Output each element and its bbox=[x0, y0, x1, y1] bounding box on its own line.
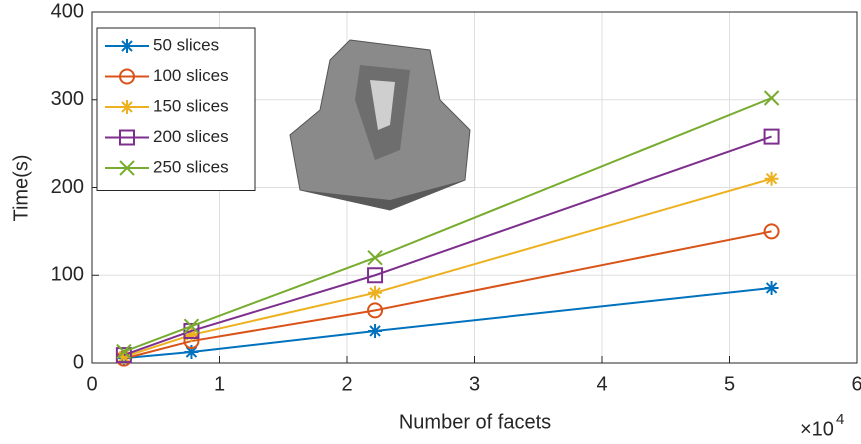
legend-label: 100 slices bbox=[153, 66, 229, 85]
y-axis-label: Time(s) bbox=[10, 154, 32, 221]
y-tick-label: 400 bbox=[51, 0, 84, 22]
legend-label: 50 slices bbox=[153, 35, 219, 54]
x-tick-label: 1 bbox=[214, 373, 225, 395]
chart: Number of facets Time(s) ×10 4 010020030… bbox=[0, 0, 861, 444]
x-tick-label: 4 bbox=[596, 373, 607, 395]
y-tick-label: 300 bbox=[51, 88, 84, 110]
x-tick-label: 2 bbox=[341, 373, 352, 395]
y-tick-label: 0 bbox=[73, 351, 84, 373]
y-tick-label: 100 bbox=[51, 264, 84, 286]
x-scale-exponent: 4 bbox=[836, 411, 844, 428]
legend-label: 250 slices bbox=[153, 157, 229, 176]
x-scale-base: ×10 bbox=[800, 418, 834, 440]
marker bbox=[120, 100, 134, 114]
x-tick-label: 3 bbox=[469, 373, 480, 395]
marker bbox=[368, 324, 382, 338]
marker bbox=[765, 172, 779, 186]
legend-label: 200 slices bbox=[153, 127, 229, 146]
y-tick-label: 200 bbox=[51, 176, 84, 198]
marker bbox=[120, 39, 134, 53]
x-tick-label: 0 bbox=[86, 373, 97, 395]
marker bbox=[368, 286, 382, 300]
x-axis-label: Number of facets bbox=[399, 411, 551, 433]
x-tick-label: 5 bbox=[724, 373, 735, 395]
x-tick-label: 6 bbox=[851, 373, 861, 395]
marker bbox=[765, 281, 779, 295]
legend-label: 150 slices bbox=[153, 96, 229, 115]
